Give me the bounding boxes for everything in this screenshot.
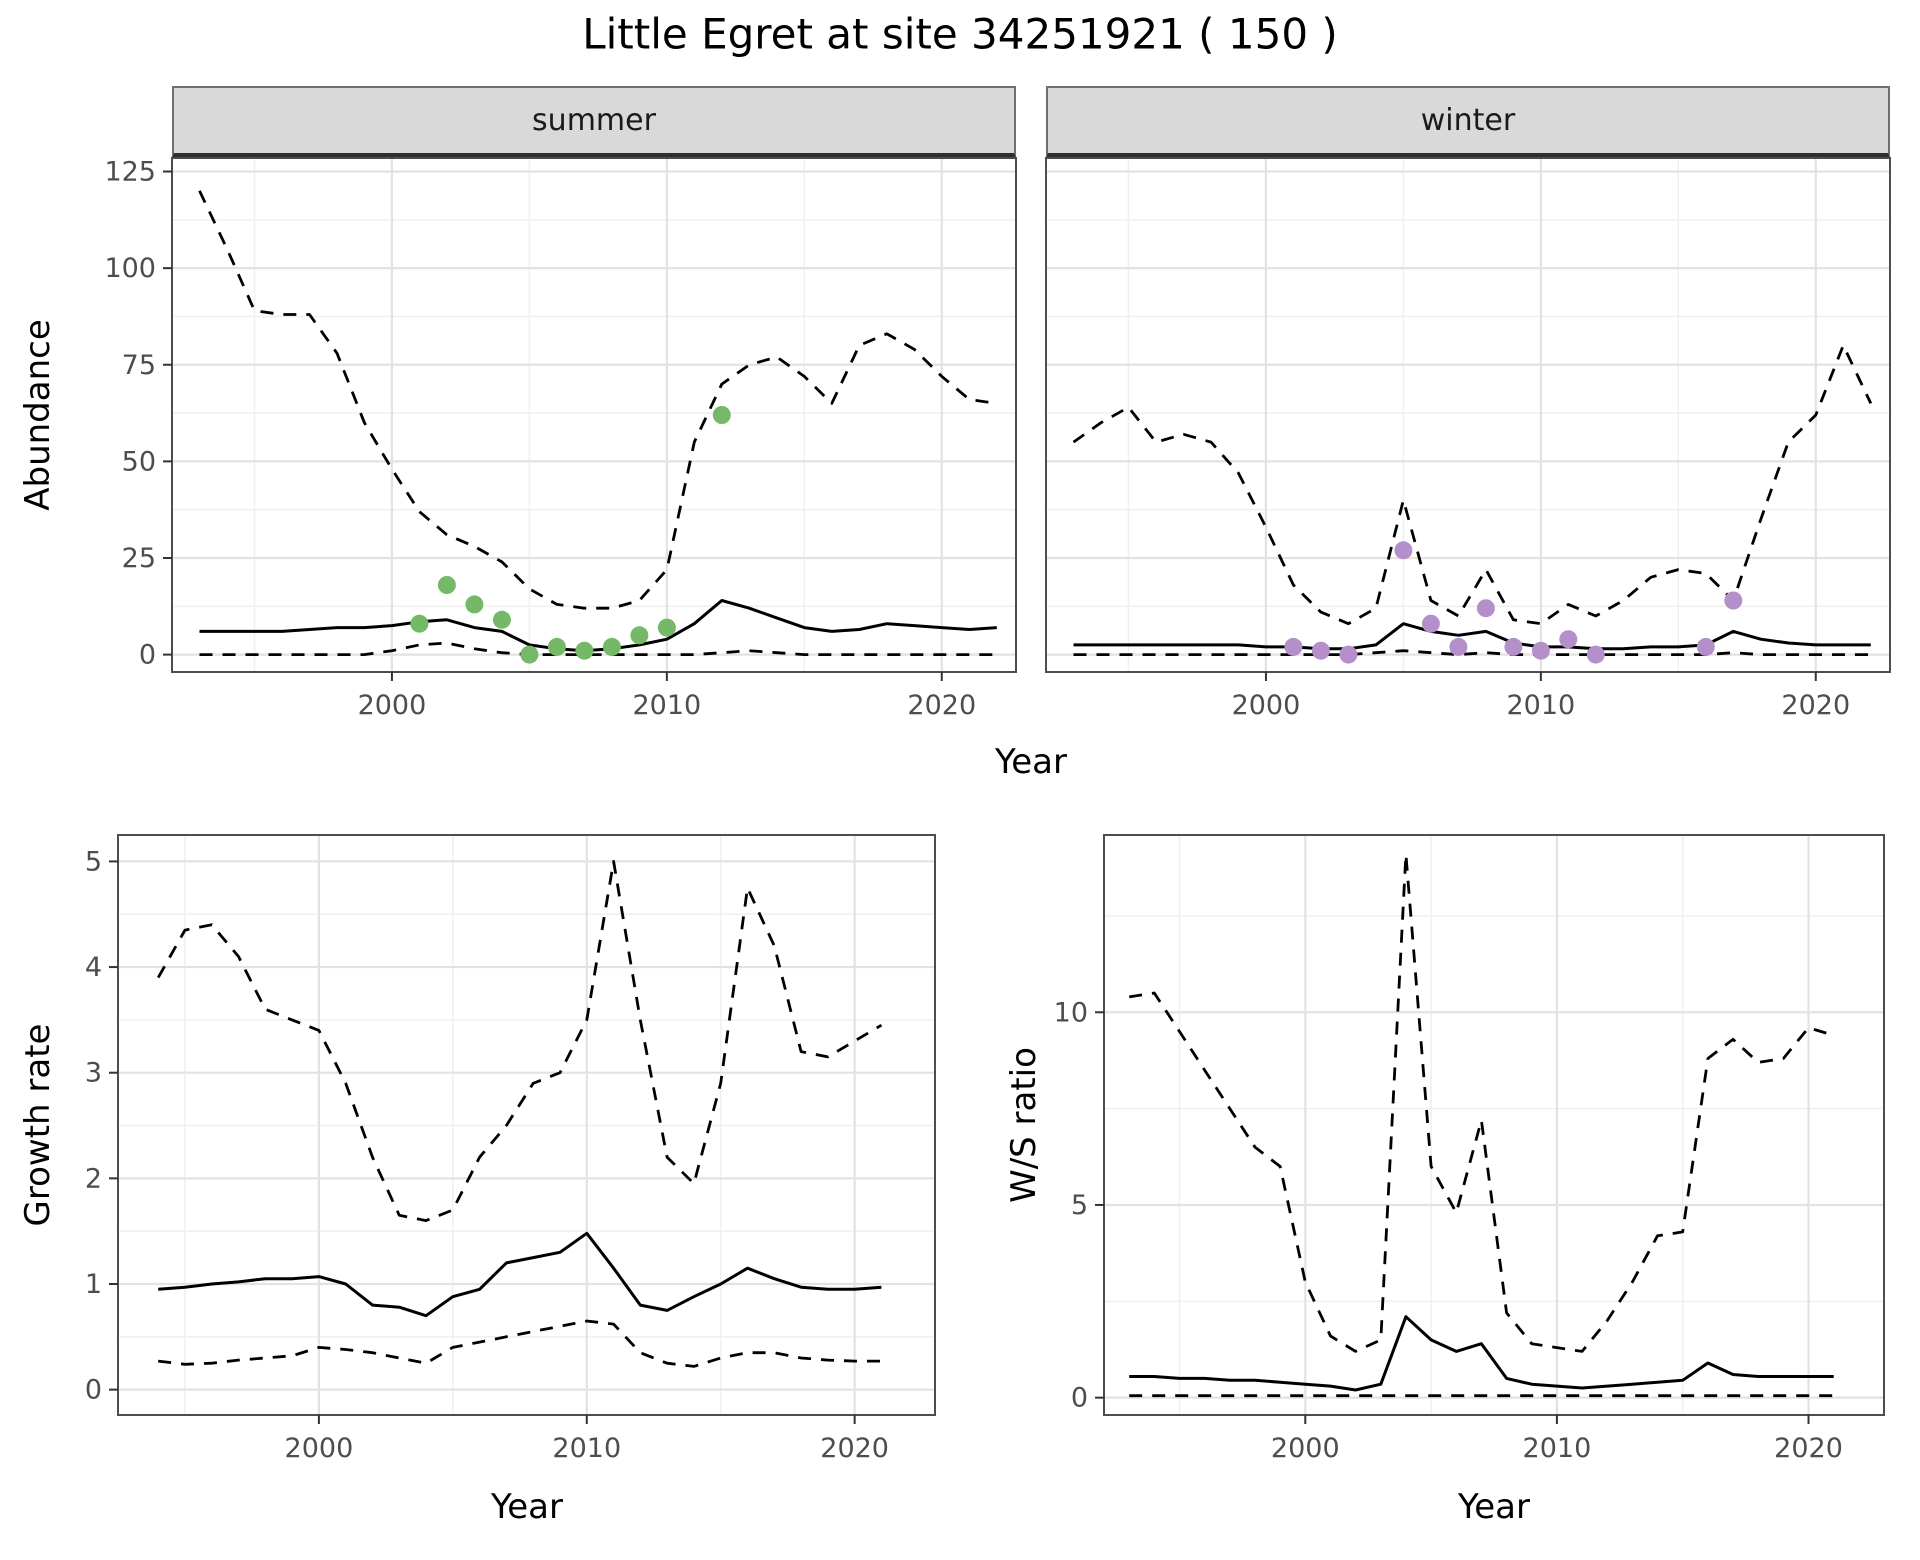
x-tick-label: 2010	[1523, 1433, 1592, 1464]
observation-point	[437, 576, 456, 594]
observation-point	[1586, 645, 1605, 664]
y-tick-label: 2	[85, 1163, 102, 1194]
x-tick-label: 2010	[552, 1433, 621, 1464]
observation-point	[712, 406, 731, 424]
y-tick-label: 3	[85, 1058, 102, 1089]
x-axis-title-year-top: Year	[995, 742, 1067, 782]
observation-point	[1449, 637, 1468, 656]
x-tick-label: 2020	[820, 1433, 889, 1464]
winter-abundance-lower-ci-line	[1073, 649, 1871, 656]
observation-point	[657, 618, 676, 637]
y-tick-label: 0	[139, 640, 156, 671]
x-tick-label: 2000	[285, 1433, 354, 1464]
facet-strip-summer: summer	[172, 86, 1016, 158]
y-tick-label: 4	[85, 952, 102, 983]
observation-point	[1339, 645, 1358, 664]
y-tick-label: 50	[122, 446, 156, 477]
observation-point	[1476, 599, 1495, 618]
winter-abundance-panel-border	[1045, 157, 1891, 673]
observation-point	[1284, 637, 1303, 656]
growth-rate-median-line	[158, 1231, 882, 1318]
observed-counts-summer	[410, 406, 731, 664]
x-tick-label: 2000	[1232, 690, 1301, 721]
y-tick-label: 1	[85, 1269, 102, 1300]
winter-abundance-median-line	[1073, 622, 1871, 651]
winter-abundance-upper-ci-line	[1072, 344, 1873, 626]
observation-point	[1559, 630, 1578, 649]
observation-point	[492, 610, 511, 629]
observation-point	[630, 626, 649, 645]
winter-abundance-panel-background	[1046, 158, 1890, 672]
observation-point	[520, 645, 539, 664]
observation-point	[1421, 614, 1440, 633]
ws-ratio-panel-border	[1103, 834, 1885, 1416]
observed-counts-winter	[1284, 541, 1743, 664]
y-tick-label: 0	[85, 1375, 102, 1406]
facet-strip-winter: winter	[1046, 86, 1890, 158]
y-tick-label: 75	[122, 350, 156, 381]
figure-title: Little Egret at site 34251921 ( 150 )	[582, 9, 1338, 59]
panel-winter-abundance: 2000 2010 2020	[1045, 157, 1891, 721]
observation-point	[1311, 641, 1330, 660]
observation-point	[1394, 541, 1413, 560]
y-tick-label: 5	[85, 846, 102, 877]
observation-point	[1696, 637, 1715, 656]
y-tick-label: 125	[104, 157, 156, 188]
y-tick-label: 10	[1054, 997, 1088, 1028]
panel-summer-abundance: 2000 2010 2020 0 25 50 75 100 125	[104, 157, 1017, 721]
y-tick-label: 100	[104, 253, 156, 284]
panel-ws-ratio: 2000 2010 2020 0 5 10	[1054, 834, 1885, 1464]
summer-abundance-panel-border	[171, 157, 1017, 673]
growth-rate-panel-border	[117, 834, 936, 1416]
growth-rate-upper-ci-line	[156, 860, 883, 1222]
x-tick-label: 2010	[632, 690, 701, 721]
observation-point	[547, 637, 566, 656]
observation-point	[465, 595, 484, 614]
x-tick-label: 2020	[1774, 1433, 1843, 1464]
x-tick-label: 2010	[1506, 690, 1575, 721]
x-axis-title-year-ws: Year	[1458, 1487, 1530, 1527]
growth-rate-lower-ci-line	[158, 1319, 882, 1368]
observation-point	[410, 614, 429, 633]
ws-ratio-median-line	[1129, 1315, 1834, 1392]
x-tick-label: 2000	[1271, 1433, 1340, 1464]
y-tick-label: 25	[122, 543, 156, 574]
observation-point	[602, 637, 621, 656]
summer-abundance-upper-ci-line	[198, 190, 997, 610]
panel-growth-rate: 2000 2010 2020 0 1 2 3 4 5	[85, 834, 936, 1464]
x-tick-label: 2020	[1781, 690, 1850, 721]
x-axis-title-year-growth: Year	[491, 1487, 563, 1527]
observation-point	[575, 641, 594, 660]
observation-point	[1724, 591, 1743, 610]
x-tick-label: 2020	[907, 690, 976, 721]
summer-abundance-lower-ci-line	[199, 641, 997, 656]
observation-point	[1531, 641, 1550, 660]
y-tick-label: 0	[1071, 1383, 1088, 1414]
x-tick-label: 2000	[358, 690, 427, 721]
observation-point	[1504, 637, 1523, 656]
summer-abundance-panel-background	[172, 158, 1016, 672]
ws-ratio-upper-ci-line	[1128, 852, 1835, 1353]
ws-ratio-panel-background	[1104, 835, 1884, 1415]
summer-abundance-median-line	[199, 599, 997, 653]
y-tick-label: 5	[1071, 1190, 1088, 1221]
